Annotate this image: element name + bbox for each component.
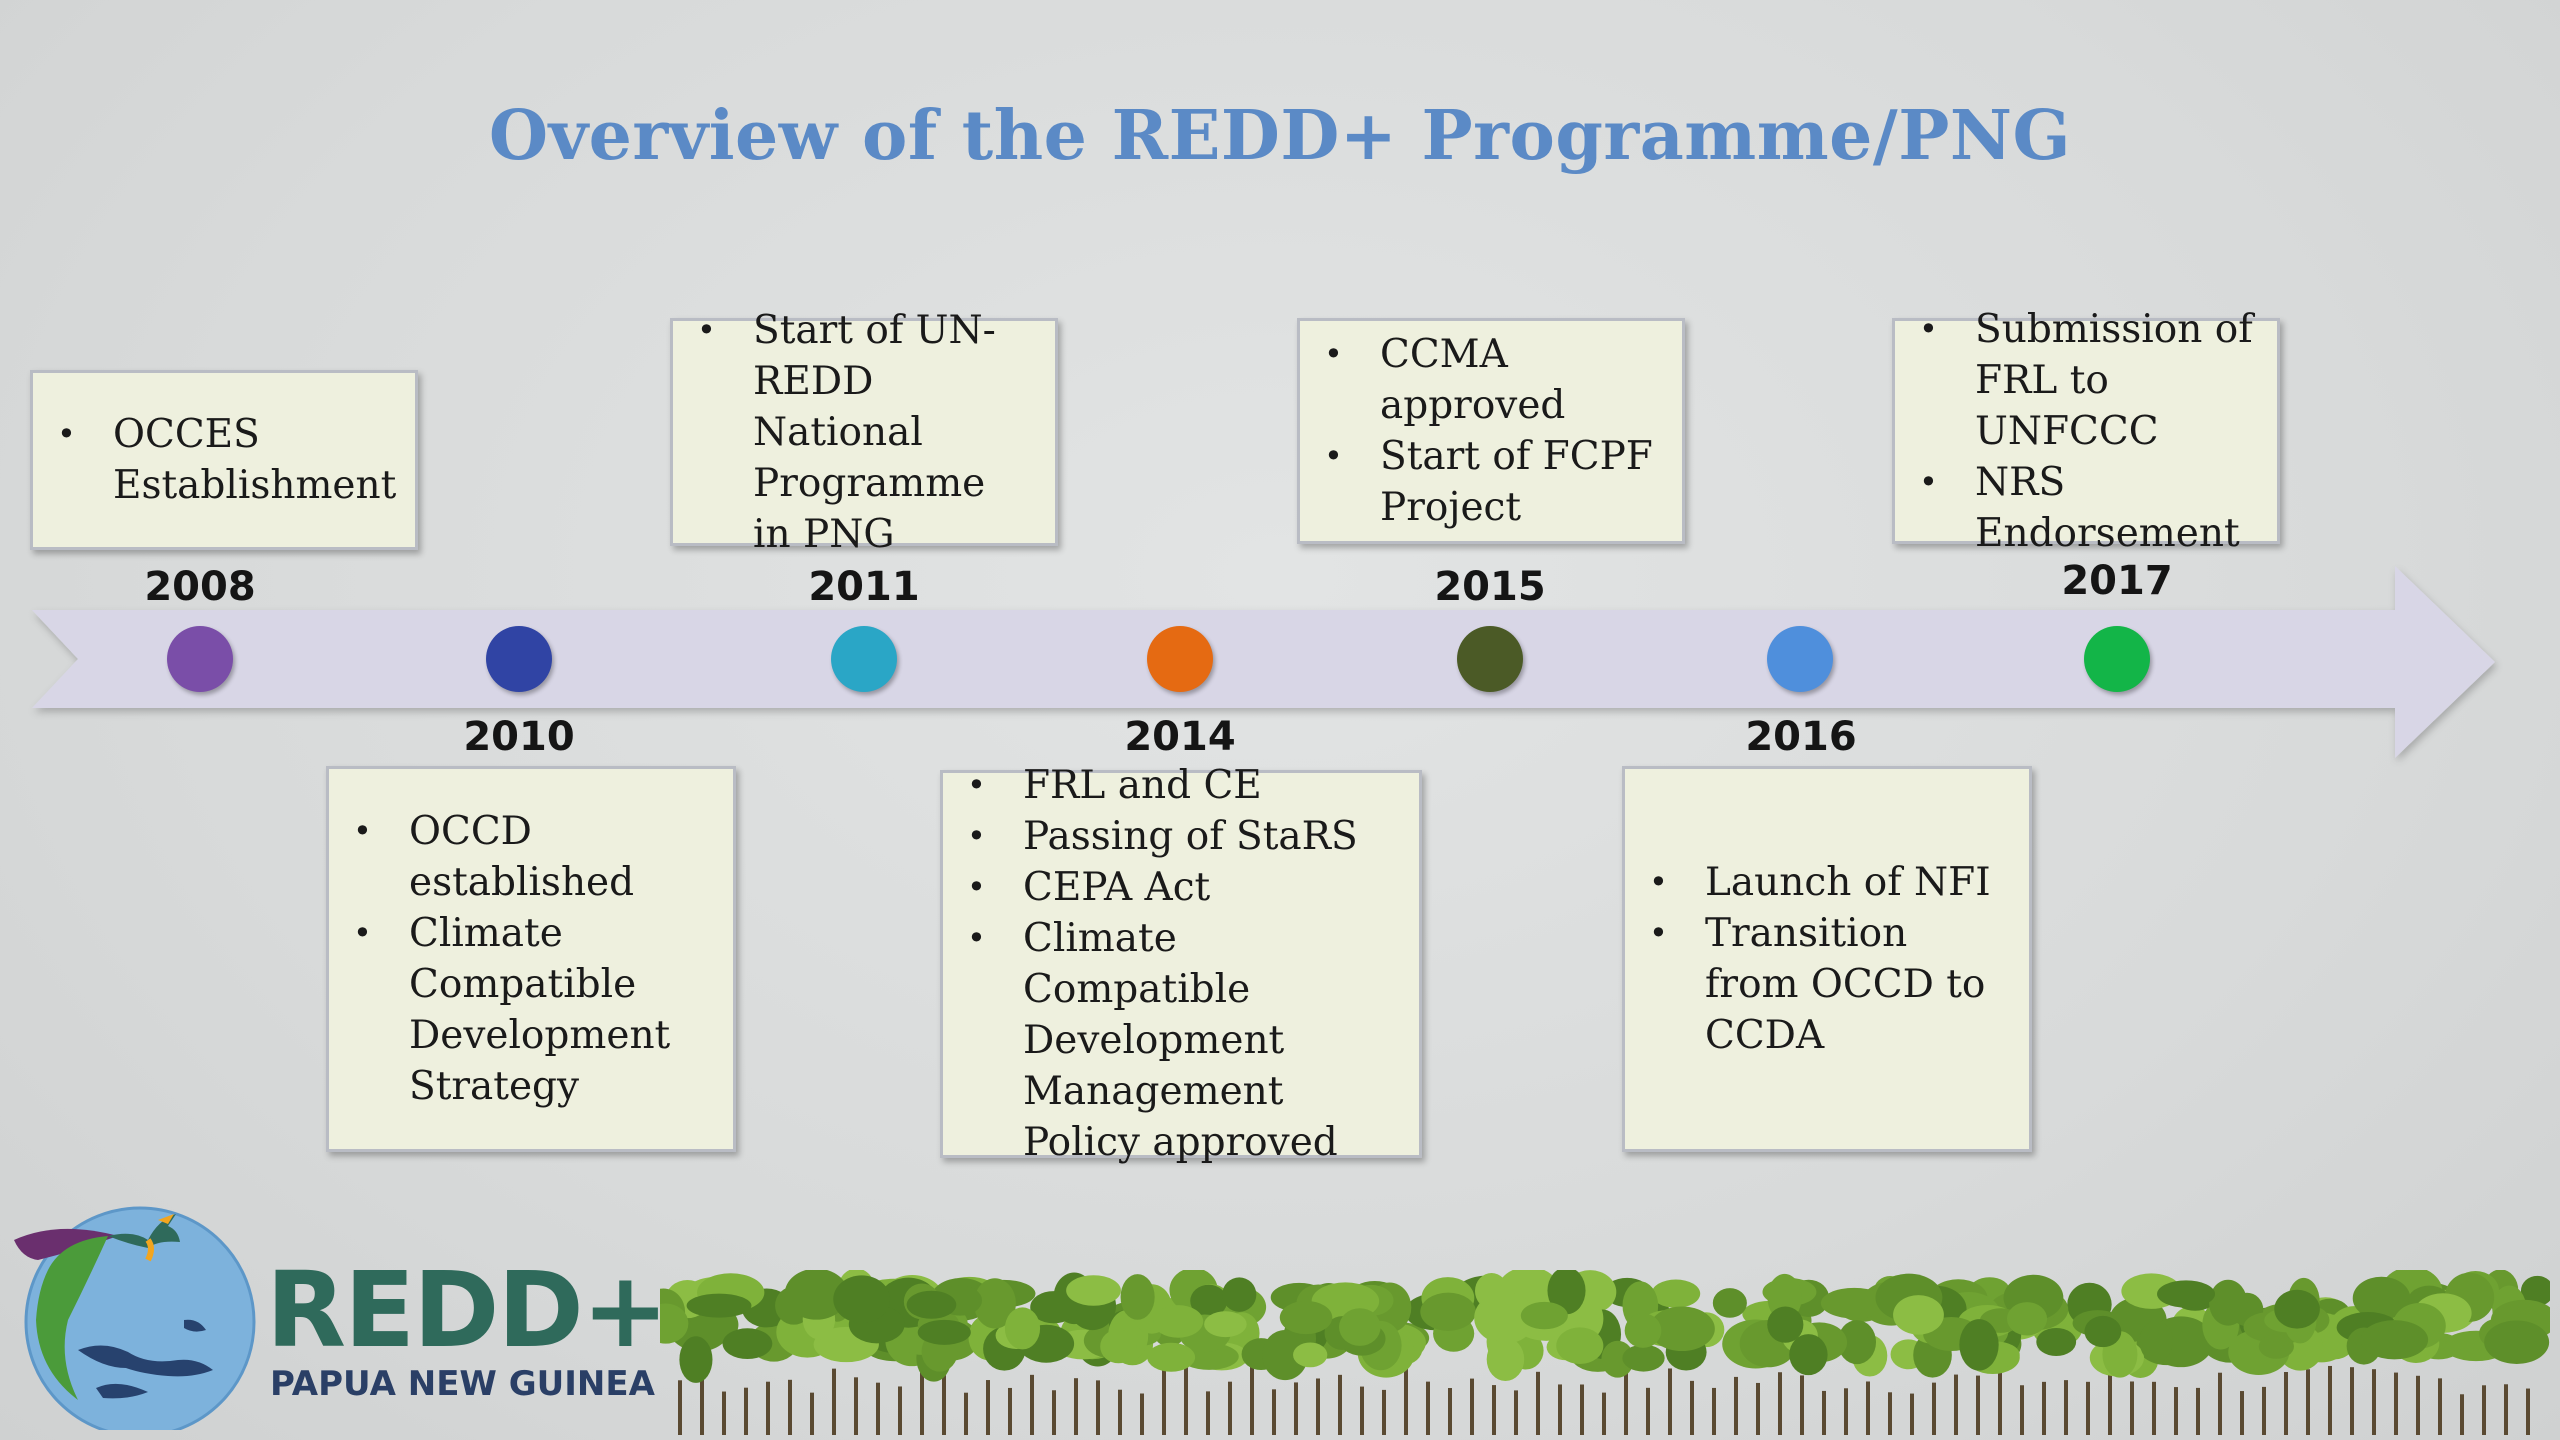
event-item: Start of FCPF Project bbox=[1320, 431, 1660, 533]
event-item: Passing of StaRS bbox=[963, 811, 1397, 862]
event-item: FRL and CE bbox=[963, 760, 1397, 811]
timeline-dot-2011 bbox=[831, 626, 897, 692]
event-box-2014: FRL and CE Passing of StaRS CEPA Act Cli… bbox=[940, 760, 1422, 1165]
event-item: CCMA approved bbox=[1320, 329, 1660, 431]
event-item: Launch of NFI bbox=[1645, 857, 2007, 908]
timeline-dot-2017 bbox=[2084, 626, 2150, 692]
year-label-2017: 2017 bbox=[2061, 558, 2173, 604]
event-item: Submission of FRL to UNFCCC bbox=[1915, 304, 2255, 457]
event-box-2017: Submission of FRL to UNFCCC NRS Endorsem… bbox=[1892, 304, 2280, 556]
logo-subtitle: PAPUA NEW GUINEA bbox=[270, 1364, 655, 1404]
year-label-2014: 2014 bbox=[1124, 714, 1236, 760]
event-box-2011: Start of UN-REDD National Programme in P… bbox=[670, 305, 1058, 557]
event-item: NRS Endorsement bbox=[1915, 457, 2255, 559]
year-label-2011: 2011 bbox=[808, 564, 920, 610]
event-box-2015: CCMA approved Start of FCPF Project bbox=[1297, 318, 1685, 544]
slide-title: Overview of the REDD+ Programme/PNG bbox=[488, 96, 2072, 176]
event-item: CEPA Act bbox=[963, 862, 1397, 913]
forest-trees-decoration bbox=[660, 1270, 2550, 1435]
event-box-2010: OCCD established Climate Compatible Deve… bbox=[326, 766, 736, 1152]
timeline-arrow-shape bbox=[32, 566, 2495, 758]
event-item: OCCES Establishment bbox=[53, 409, 396, 511]
year-label-2015: 2015 bbox=[1434, 564, 1546, 610]
redd-logo-icon bbox=[14, 1206, 256, 1430]
event-item: Climate Compatible Development Managemen… bbox=[963, 913, 1397, 1168]
event-item: OCCD established bbox=[349, 806, 711, 908]
year-label-2008: 2008 bbox=[144, 564, 256, 610]
year-label-2016: 2016 bbox=[1745, 714, 1857, 760]
event-box-2016: Launch of NFI Transition from OCCD to CC… bbox=[1622, 766, 2032, 1152]
timeline-dot-2014 bbox=[1147, 626, 1213, 692]
timeline-dot-2008 bbox=[167, 626, 233, 692]
timeline-dot-2015 bbox=[1457, 626, 1523, 692]
timeline-dot-2010 bbox=[486, 626, 552, 692]
event-box-2008: OCCES Establishment bbox=[30, 370, 418, 550]
year-label-2010: 2010 bbox=[463, 714, 575, 760]
logo-wordmark: REDD+ bbox=[266, 1249, 669, 1371]
event-item: Transition from OCCD to CCDA bbox=[1645, 908, 2007, 1061]
event-item: Start of UN-REDD National Programme in P… bbox=[693, 305, 1033, 560]
event-item: Climate Compatible Development Strategy bbox=[349, 908, 711, 1112]
timeline-dot-2016 bbox=[1767, 626, 1833, 692]
